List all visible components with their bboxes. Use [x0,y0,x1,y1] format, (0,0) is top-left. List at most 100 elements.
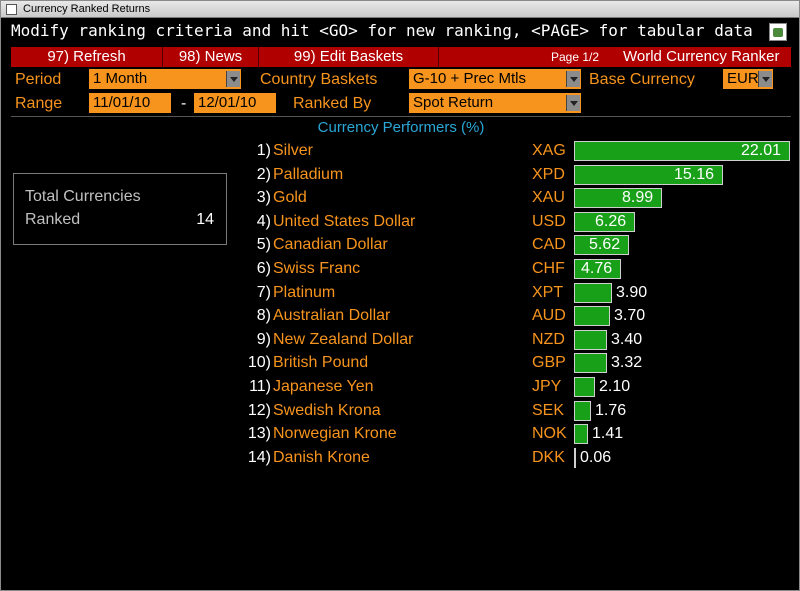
title-bar[interactable]: Currency Ranked Returns [1,1,799,18]
performance-bar [574,283,612,303]
table-row[interactable]: 14) Danish Krone DKK 0.06 [1,446,799,469]
table-row[interactable]: 13) Norwegian Krone NOK 1.41 [1,422,799,445]
table-row[interactable]: 11) Japanese Yen JPY 2.10 [1,375,799,398]
base-currency-select[interactable]: EUR [723,69,773,89]
chevron-down-icon[interactable] [226,71,240,87]
rank-number: 13) [247,425,271,442]
rank-number: 9) [256,331,271,348]
table-row[interactable]: 4) United States Dollar USD 6.26 [1,210,799,233]
currency-name[interactable]: Silver [273,142,314,159]
period-label: Period [15,71,62,88]
performance-bar [574,188,662,208]
currency-name[interactable]: Japanese Yen [273,378,374,395]
currency-name[interactable]: Gold [273,189,307,206]
currency-name[interactable]: Palladium [273,166,344,183]
performance-value: 2.10 [599,378,631,395]
table-row[interactable]: 1) Silver XAG 22.01 [1,139,799,162]
country-baskets-label: Country Baskets [260,71,378,88]
currency-code: XPD [532,166,565,183]
performance-value: 6.26 [595,213,627,230]
rank-number: 11) [249,378,271,395]
edit-baskets-label: 99) Edit Baskets [293,48,404,65]
edit-baskets-button[interactable]: 99) Edit Baskets [259,47,439,67]
period-select[interactable]: 1 Month [89,69,241,89]
ranked-by-value: Spot Return [413,94,494,111]
menu-bar: 97) Refresh 98) News 99) Edit Baskets Pa… [11,47,791,67]
rank-number: 5) [256,236,271,253]
base-currency-value: EUR [727,70,759,87]
currency-code: NOK [532,425,567,442]
table-row[interactable]: 6) Swiss Franc CHF 4.76 [1,257,799,280]
currency-name[interactable]: Australian Dollar [273,307,391,324]
chevron-down-icon[interactable] [566,71,580,87]
currency-code: SEK [532,402,565,419]
table-row[interactable]: 8) Australian Dollar AUD 3.70 [1,304,799,327]
instruction-text: Modify ranking criteria and hit <GO> for… [11,21,753,40]
currency-name[interactable]: Canadian Dollar [273,236,388,253]
range-start-value: 11/01/10 [93,94,151,111]
currency-name[interactable]: United States Dollar [273,213,416,230]
summary-count: 14 [196,211,214,228]
performance-value: 22.01 [741,142,782,159]
currency-code: CHF [532,260,565,277]
rank-number: 4) [256,213,271,230]
currency-name[interactable]: Danish Krone [273,449,370,466]
base-currency-label: Base Currency [589,71,695,88]
currency-code: XAU [532,189,565,206]
rank-number: 14) [247,449,271,466]
divider [11,116,791,117]
table-row[interactable]: 3) Gold XAU 8.99 [1,186,799,209]
table-row[interactable]: 10) British Pound GBP 3.32 [1,351,799,374]
summary-label-line2: Ranked [25,211,81,228]
currency-code: GBP [532,354,566,371]
currency-code: NZD [532,331,565,348]
chevron-down-icon[interactable] [566,95,580,111]
country-baskets-value: G-10 + Prec Mtls [413,70,526,87]
page-indicator[interactable]: Page 1/2 [551,50,600,64]
currency-name[interactable]: Platinum [273,284,336,301]
table-row[interactable]: 7) Platinum XPT 3.90 [1,281,799,304]
currency-code: XPT [532,284,564,301]
summary-box: Total Currencies Ranked 14 [13,173,227,245]
refresh-button[interactable]: 97) Refresh [11,47,163,67]
performance-value: 8.99 [622,189,654,206]
chevron-down-icon[interactable] [758,71,772,87]
currency-code: XAG [532,142,566,159]
refresh-label: 97) Refresh [47,48,126,65]
performance-value: 3.40 [611,331,643,348]
performance-bar [574,448,576,468]
rank-number: 6) [256,260,271,277]
performance-bar [574,165,723,185]
performance-bar [574,141,790,161]
performers-list: 1) Silver XAG 22.01 2) Palladium XPD 15.16 3) Gol… [1,139,799,469]
performance-value: 5.62 [589,236,621,253]
currency-name[interactable]: New Zealand Dollar [273,331,414,348]
performance-bar [574,235,629,255]
performance-value: 3.70 [614,307,646,324]
rank-number: 10) [247,354,271,371]
news-button[interactable]: 98) News [163,47,259,67]
period-value: 1 Month [93,70,148,87]
ranked-by-select[interactable]: Spot Return [409,93,581,113]
table-row[interactable]: 9) New Zealand Dollar NZD 3.40 [1,328,799,351]
table-row[interactable]: 5) Canadian Dollar CAD 5.62 [1,233,799,256]
currency-name[interactable]: Swiss Franc [273,260,361,277]
range-end-input[interactable]: 12/01/10 [194,93,276,113]
currency-name[interactable]: Norwegian Krone [273,425,397,442]
rank-number: 1) [256,142,271,159]
performance-bar [574,424,588,444]
table-row[interactable]: 12) Swedish Krona SEK 1.76 [1,399,799,422]
range-separator: - [181,95,187,112]
range-start-input[interactable]: 11/01/10 [89,93,171,113]
chart-tool-icon[interactable] [769,23,787,41]
performance-value: 1.76 [595,402,627,419]
window-title: Currency Ranked Returns [23,3,151,15]
country-baskets-select[interactable]: G-10 + Prec Mtls [409,69,581,89]
table-row[interactable]: 2) Palladium XPD 15.16 [1,163,799,186]
currency-name[interactable]: Swedish Krona [273,402,381,419]
performance-value: 3.90 [616,284,648,301]
news-label: 98) News [178,48,243,65]
performance-bar [574,259,621,279]
currency-name[interactable]: British Pound [273,354,369,371]
ranked-by-label: Ranked By [293,95,372,112]
